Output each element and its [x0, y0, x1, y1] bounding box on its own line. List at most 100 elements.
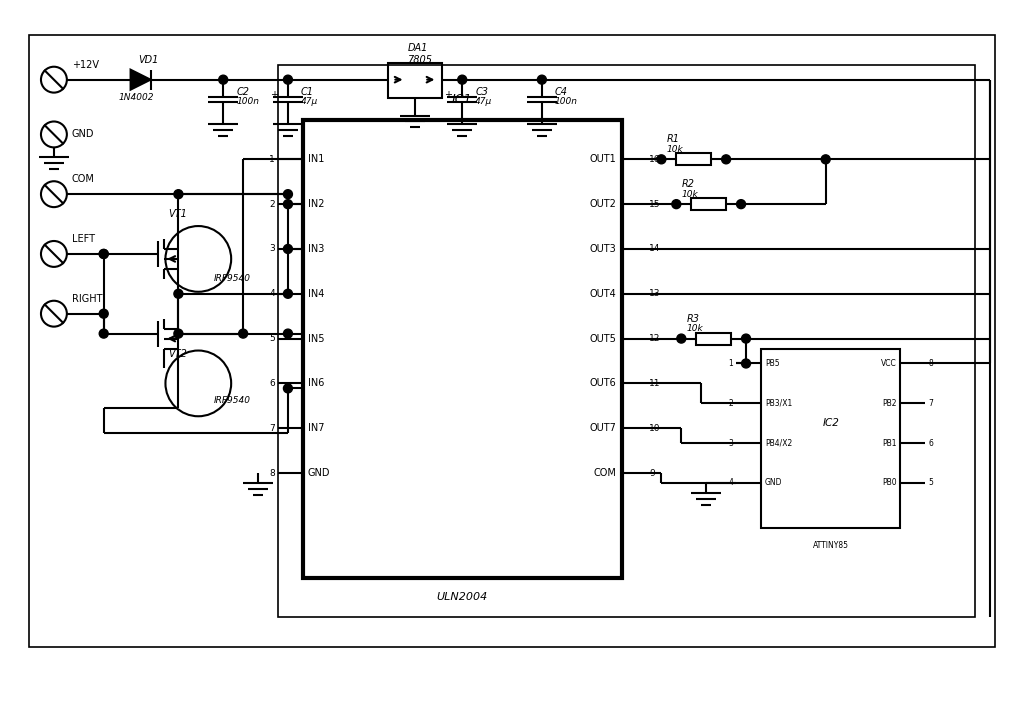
Text: OUT4: OUT4 — [590, 289, 616, 299]
Text: C2: C2 — [237, 87, 249, 97]
Text: 1N4002: 1N4002 — [119, 93, 155, 102]
Text: GND: GND — [308, 468, 331, 478]
Circle shape — [736, 199, 745, 209]
Bar — [696, 333, 731, 345]
Circle shape — [284, 289, 293, 298]
Text: PB3/X1: PB3/X1 — [765, 399, 793, 408]
Text: 4: 4 — [728, 478, 733, 488]
Text: IRF9540: IRF9540 — [213, 396, 250, 405]
Circle shape — [99, 250, 109, 258]
Circle shape — [284, 199, 293, 209]
Circle shape — [722, 155, 730, 163]
Text: IN1: IN1 — [308, 154, 325, 164]
Text: 6: 6 — [929, 439, 933, 447]
Circle shape — [174, 289, 183, 298]
Text: OUT6: OUT6 — [590, 379, 616, 389]
Text: VCC: VCC — [881, 359, 896, 368]
Text: R1: R1 — [667, 134, 679, 144]
Text: 3: 3 — [269, 244, 275, 253]
Text: IN2: IN2 — [308, 199, 325, 209]
Bar — [691, 198, 726, 210]
Text: OUT1: OUT1 — [590, 154, 616, 164]
Text: 47μ: 47μ — [475, 97, 493, 106]
Text: 15: 15 — [649, 199, 660, 209]
Bar — [303, 120, 622, 578]
Text: 10k: 10k — [667, 145, 683, 154]
Text: 5: 5 — [269, 334, 275, 343]
Text: VT2: VT2 — [168, 348, 187, 358]
Text: +12V: +12V — [72, 60, 99, 70]
Text: 100n: 100n — [237, 97, 259, 106]
Text: R2: R2 — [681, 179, 694, 189]
Text: VT1: VT1 — [168, 209, 187, 219]
Text: OUT7: OUT7 — [590, 423, 616, 433]
Text: 7: 7 — [929, 399, 933, 408]
Text: 4: 4 — [269, 289, 275, 298]
Text: IC1: IC1 — [452, 93, 472, 106]
Circle shape — [99, 329, 109, 338]
Text: 1: 1 — [269, 155, 275, 163]
Text: ULN2004: ULN2004 — [436, 592, 487, 602]
Circle shape — [174, 190, 183, 199]
Text: IN7: IN7 — [308, 423, 325, 433]
Text: R3: R3 — [686, 313, 699, 323]
Text: PB0: PB0 — [882, 478, 896, 488]
Circle shape — [99, 309, 109, 318]
Text: 13: 13 — [649, 289, 660, 298]
Circle shape — [239, 329, 248, 338]
Text: IN5: IN5 — [308, 333, 325, 343]
Text: 8: 8 — [269, 468, 275, 478]
Bar — [278, 65, 975, 617]
Text: 5: 5 — [929, 478, 933, 488]
Text: COM: COM — [594, 468, 616, 478]
Circle shape — [284, 244, 293, 253]
Circle shape — [656, 155, 666, 163]
Text: 10k: 10k — [686, 324, 703, 333]
Text: ATTINY85: ATTINY85 — [813, 541, 849, 550]
Text: IN6: IN6 — [308, 379, 325, 389]
Circle shape — [219, 75, 227, 84]
Circle shape — [284, 384, 293, 393]
Text: C4: C4 — [555, 87, 568, 97]
Text: 7: 7 — [269, 424, 275, 432]
Text: OUT5: OUT5 — [590, 333, 616, 343]
Text: 7805: 7805 — [408, 54, 432, 65]
Circle shape — [677, 334, 686, 343]
Text: VD1: VD1 — [138, 54, 159, 65]
Text: 14: 14 — [649, 244, 660, 253]
Polygon shape — [131, 70, 151, 90]
Circle shape — [174, 329, 183, 338]
Text: IC2: IC2 — [822, 418, 839, 428]
Text: LEFT: LEFT — [72, 234, 95, 244]
Bar — [676, 153, 711, 166]
Text: 16: 16 — [649, 155, 660, 163]
Text: DA1: DA1 — [408, 43, 428, 53]
Bar — [387, 63, 442, 98]
Text: 10: 10 — [649, 424, 660, 432]
Text: PB4/X2: PB4/X2 — [765, 439, 793, 447]
Text: C1: C1 — [301, 87, 314, 97]
Text: RIGHT: RIGHT — [72, 294, 102, 304]
Text: 2: 2 — [269, 199, 275, 209]
Text: 9: 9 — [649, 468, 655, 478]
Circle shape — [284, 329, 293, 338]
Bar — [761, 348, 900, 528]
Text: C3: C3 — [475, 87, 488, 97]
Text: OUT2: OUT2 — [590, 199, 616, 209]
Circle shape — [741, 359, 751, 368]
Text: COM: COM — [72, 174, 94, 184]
Circle shape — [672, 199, 681, 209]
Text: +: + — [444, 90, 453, 100]
Circle shape — [284, 190, 293, 199]
Text: IN3: IN3 — [308, 244, 325, 254]
Circle shape — [284, 75, 293, 84]
Text: IRF9540: IRF9540 — [213, 275, 250, 283]
Text: 100n: 100n — [555, 97, 578, 106]
Text: 11: 11 — [649, 379, 660, 388]
Text: 6: 6 — [269, 379, 275, 388]
Text: 3: 3 — [728, 439, 733, 447]
Text: 8: 8 — [929, 359, 933, 368]
Text: PB1: PB1 — [882, 439, 896, 447]
Circle shape — [458, 75, 467, 84]
Text: GND: GND — [765, 478, 782, 488]
